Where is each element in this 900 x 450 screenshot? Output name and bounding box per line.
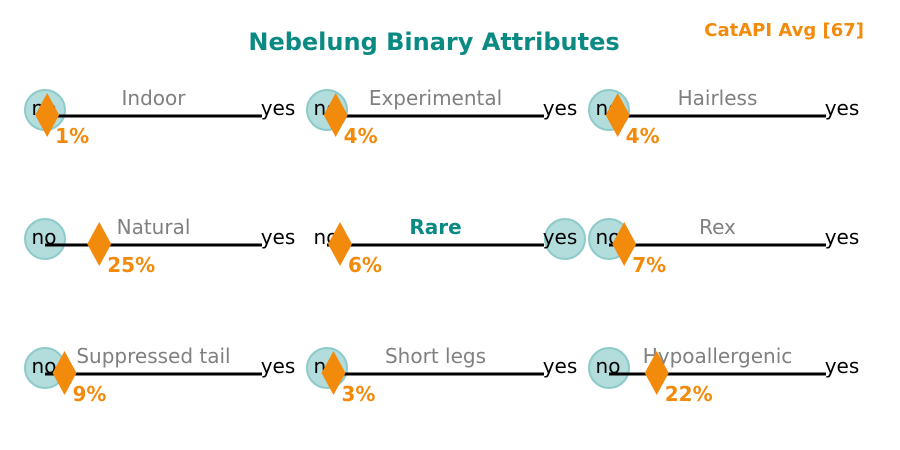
- value-marker: [605, 93, 630, 137]
- attribute-label: Rare: [409, 215, 461, 239]
- chart-title: Nebelung Binary Attributes: [248, 28, 619, 56]
- value-marker: [87, 222, 112, 266]
- attribute-label: Experimental: [369, 86, 502, 110]
- attribute-panel: Indoornoyes1%: [24, 86, 296, 148]
- yes-label: yes: [543, 354, 578, 378]
- value-label: 4%: [344, 124, 378, 148]
- value-label: 1%: [55, 124, 89, 148]
- value-label: 4%: [626, 124, 660, 148]
- breed-value-marker: [588, 347, 630, 389]
- value-marker: [321, 351, 346, 395]
- attribute-label: Indoor: [122, 86, 187, 110]
- value-marker: [328, 222, 353, 266]
- yes-label: yes: [261, 354, 296, 378]
- attribute-label: Hypoallergenic: [643, 344, 793, 368]
- attribute-panel: Suppressed tail no yes 9%: [24, 344, 296, 406]
- yes-label: yes: [261, 96, 296, 120]
- value-label: 7%: [632, 253, 666, 277]
- no-label: no: [32, 354, 57, 378]
- attribute-panel: Natural no yes 25%: [24, 215, 296, 277]
- value-label: 9%: [73, 382, 107, 406]
- attribute-panel: Hypoallergenic no yes 22%: [588, 344, 860, 406]
- attribute-panel: Short legsnoyes3%: [306, 344, 578, 406]
- value-label: 6%: [348, 253, 382, 277]
- attribute-label: Hairless: [678, 86, 758, 110]
- yes-label: yes: [543, 96, 578, 120]
- breed-value-marker: [24, 218, 66, 260]
- no-label: no: [596, 354, 621, 378]
- value-marker: [323, 93, 348, 137]
- breed-value-marker: [544, 218, 586, 260]
- value-label: 3%: [342, 382, 376, 406]
- attribute-label: Short legs: [385, 344, 486, 368]
- value-label: 22%: [665, 382, 713, 406]
- yes-label: yes: [543, 225, 578, 249]
- yes-label: yes: [825, 96, 860, 120]
- yes-label: yes: [261, 225, 296, 249]
- attribute-label: Rex: [699, 215, 736, 239]
- value-marker: [612, 222, 637, 266]
- value-label: 25%: [107, 253, 155, 277]
- attribute-label: Suppressed tail: [76, 344, 230, 368]
- no-label: no: [32, 225, 57, 249]
- value-marker: [35, 93, 60, 137]
- yes-label: yes: [825, 225, 860, 249]
- panels-grid: Indoornoyes1%Experimentalnoyes4%Hairless…: [24, 86, 860, 406]
- value-marker: [52, 351, 77, 395]
- attribute-label: Natural: [117, 215, 191, 239]
- yes-label: yes: [825, 354, 860, 378]
- corner-label: CatAPI Avg [67]: [704, 20, 864, 41]
- value-marker: [644, 351, 669, 395]
